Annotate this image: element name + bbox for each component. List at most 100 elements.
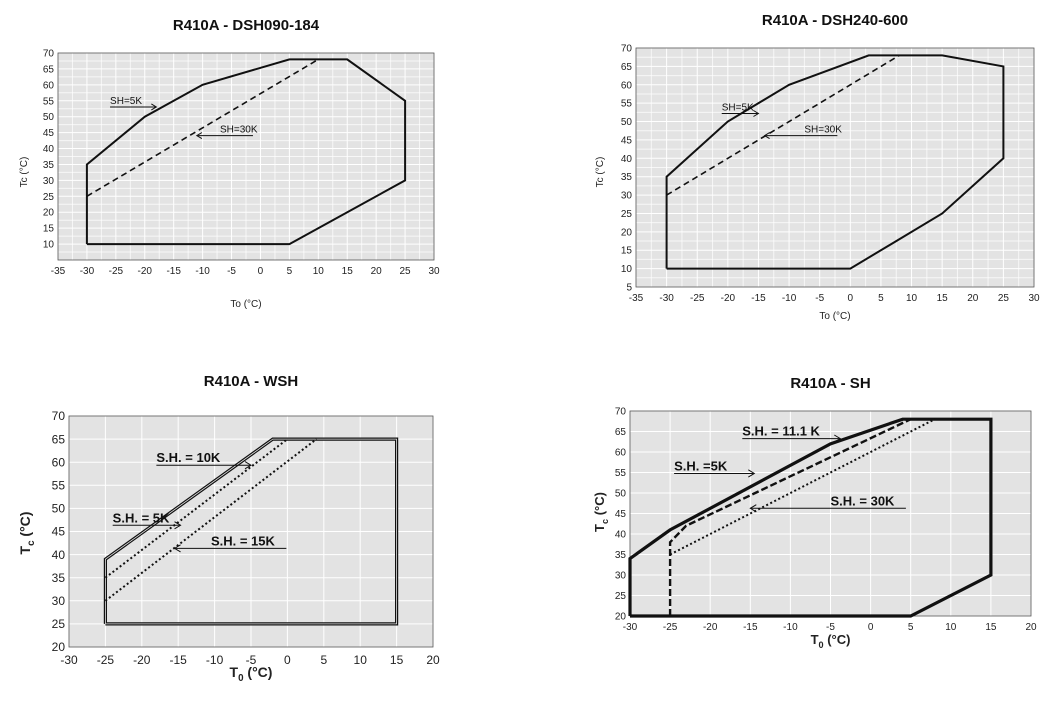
y-tick-label: 55 — [621, 99, 633, 110]
series-line-sh-30k — [666, 54, 900, 196]
y-tick-label: 50 — [615, 489, 627, 500]
x-axis-label: T0 (°C) — [811, 632, 851, 650]
y-tick-label: 60 — [52, 455, 66, 469]
annotation-arrowhead — [749, 504, 757, 513]
y-tick-label: 70 — [621, 44, 633, 55]
y-tick-label: 20 — [43, 208, 55, 219]
annotation-label: SH=30K — [220, 125, 258, 136]
x-tick-label: 0 — [868, 622, 874, 633]
y-axis-label: Tc (°C) — [19, 157, 30, 188]
x-tick-label: -30 — [623, 622, 638, 633]
x-tick-label: 15 — [390, 653, 404, 667]
series-line-sh-30k — [86, 58, 319, 197]
y-tick-label: 65 — [615, 427, 627, 438]
y-tick-label: 35 — [621, 172, 633, 183]
y-axis-label: Tc (°C) — [17, 512, 37, 555]
y-tick-label: 25 — [52, 617, 66, 631]
x-tick-label: -20 — [703, 622, 718, 633]
y-tick-label: 20 — [615, 612, 627, 623]
x-tick-label: 15 — [985, 622, 997, 633]
y-tick-label: 65 — [43, 64, 55, 75]
x-tick-label: 10 — [906, 293, 918, 304]
y-tick-label: 60 — [615, 448, 627, 459]
x-tick-label: 5 — [878, 293, 884, 304]
plot-frame — [635, 47, 1035, 288]
annotation-arrowhead — [244, 461, 252, 470]
y-tick-label: 50 — [621, 117, 633, 128]
annotation-label: S.H. = 30K — [831, 493, 896, 508]
x-tick-label: 0 — [258, 266, 264, 277]
y-tick-label: 5 — [626, 283, 632, 294]
annotation-arrowhead — [763, 132, 770, 139]
y-tick-label: 50 — [52, 502, 66, 516]
annotation-arrowhead — [748, 469, 756, 478]
y-tick-label: 35 — [43, 160, 55, 171]
chart-title: R410A - WSH — [204, 373, 298, 390]
y-tick-label: 30 — [43, 176, 55, 187]
x-tick-label: -25 — [690, 293, 705, 304]
chart-title: R410A - DSH090-184 — [173, 17, 320, 34]
x-tick-label: 20 — [426, 653, 440, 667]
y-tick-label: 35 — [615, 550, 627, 561]
x-tick-label: -5 — [227, 266, 236, 277]
x-tick-label: 0 — [284, 653, 291, 667]
y-tick-label: 15 — [43, 224, 55, 235]
y-tick-label: 55 — [52, 479, 66, 493]
x-tick-label: 25 — [400, 266, 412, 277]
y-tick-label: 30 — [621, 191, 633, 202]
annotation-arrowhead — [834, 434, 842, 443]
x-tick-label: -20 — [138, 266, 153, 277]
y-tick-label: 30 — [615, 571, 627, 582]
plot-frame — [57, 52, 435, 261]
annotation-arrowhead — [151, 103, 158, 111]
y-tick-label: 25 — [621, 209, 633, 220]
y-tick-label: 20 — [52, 640, 66, 654]
y-tick-label: 70 — [43, 49, 55, 60]
y-tick-label: 40 — [43, 144, 55, 155]
y-tick-label: 10 — [43, 240, 55, 251]
y-tick-label: 25 — [615, 591, 627, 602]
x-tick-label: 10 — [945, 622, 957, 633]
x-tick-label: -15 — [170, 653, 188, 667]
x-axis-label: T0 (°C) — [230, 664, 273, 684]
x-tick-label: 5 — [287, 266, 293, 277]
y-tick-label: 55 — [615, 468, 627, 479]
x-tick-label: -20 — [133, 653, 151, 667]
series-line-envelope — [665, 54, 1005, 270]
annotation-label: SH=30K — [804, 125, 842, 136]
x-tick-label: -20 — [721, 293, 736, 304]
series-line-s-h-5k — [104, 438, 289, 579]
annotation-label: SH=5K — [110, 96, 142, 107]
annotation-label: S.H. = 5K — [113, 510, 170, 525]
x-tick-label: -35 — [51, 266, 66, 277]
plot-frame — [68, 415, 434, 648]
x-tick-label: 30 — [1028, 293, 1040, 304]
annotation-label: SH=5K — [722, 103, 754, 114]
x-tick-label: 15 — [937, 293, 949, 304]
y-tick-label: 60 — [43, 80, 55, 91]
x-tick-label: -30 — [659, 293, 674, 304]
y-tick-label: 70 — [52, 409, 66, 423]
x-tick-label: -10 — [206, 653, 224, 667]
y-tick-label: 25 — [43, 192, 55, 203]
annotation-label: S.H. =5K — [674, 458, 728, 473]
x-tick-label: 30 — [428, 266, 440, 277]
x-axis-label: To (°C) — [230, 299, 261, 310]
series-line-envelope — [85, 58, 407, 246]
chart-title: R410A - SH — [790, 375, 870, 392]
y-tick-label: 50 — [43, 112, 55, 123]
x-tick-label: -15 — [751, 293, 766, 304]
series-line-s-h-15k — [104, 438, 318, 602]
x-tick-label: 20 — [371, 266, 383, 277]
y-tick-label: 35 — [52, 571, 66, 585]
chart-title: R410A - DSH240-600 — [762, 12, 908, 29]
x-tick-label: -30 — [80, 266, 95, 277]
y-tick-label: 20 — [621, 227, 633, 238]
y-tick-label: 15 — [621, 246, 633, 257]
chart-4: -30 -25 -20 -15 -10 -5 0 5 10 15 20 20 25 30 35 40 45 50 5… — [592, 375, 1037, 650]
y-tick-label: 60 — [621, 80, 633, 91]
x-axis-label: To (°C) — [819, 311, 850, 322]
series-line-s-h-30k — [669, 418, 936, 556]
x-tick-label: 20 — [1025, 622, 1037, 633]
